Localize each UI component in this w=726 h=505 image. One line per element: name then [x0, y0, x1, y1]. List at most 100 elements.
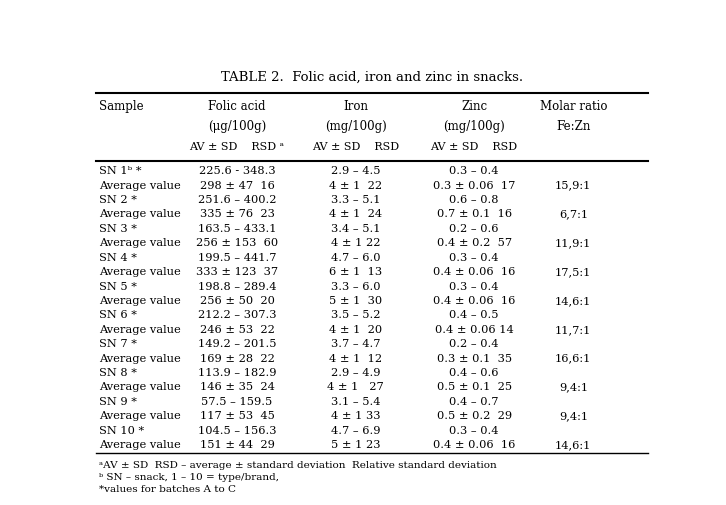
Text: 169 ± 28  22: 169 ± 28 22 [200, 353, 274, 363]
Text: (μg/100g): (μg/100g) [208, 120, 266, 133]
Text: 3.3 – 6.0: 3.3 – 6.0 [331, 281, 380, 291]
Text: 104.5 – 156.3: 104.5 – 156.3 [197, 425, 276, 435]
Text: 298 ± 47  16: 298 ± 47 16 [200, 180, 274, 190]
Text: Average value: Average value [99, 353, 181, 363]
Text: Average value: Average value [99, 411, 181, 421]
Text: Average value: Average value [99, 439, 181, 449]
Text: 4 ± 1 22: 4 ± 1 22 [331, 238, 380, 248]
Text: 6 ± 1  13: 6 ± 1 13 [329, 267, 382, 277]
Text: Average value: Average value [99, 238, 181, 248]
Text: 14,6:1: 14,6:1 [555, 439, 592, 449]
Text: SN 8 *: SN 8 * [99, 367, 137, 377]
Text: SN 6 *: SN 6 * [99, 310, 137, 320]
Text: TABLE 2.  Folic acid, iron and zinc in snacks.: TABLE 2. Folic acid, iron and zinc in sn… [221, 70, 523, 83]
Text: 146 ± 35  24: 146 ± 35 24 [200, 382, 274, 392]
Text: Iron: Iron [343, 100, 368, 113]
Text: 149.2 – 201.5: 149.2 – 201.5 [197, 338, 276, 348]
Text: Average value: Average value [99, 209, 181, 219]
Text: 335 ± 76  23: 335 ± 76 23 [200, 209, 274, 219]
Text: 0.2 – 0.6: 0.2 – 0.6 [449, 223, 499, 233]
Text: Average value: Average value [99, 324, 181, 334]
Text: 11,9:1: 11,9:1 [555, 238, 592, 248]
Text: 0.4 ± 0.06  16: 0.4 ± 0.06 16 [433, 267, 515, 277]
Text: 113.9 – 182.9: 113.9 – 182.9 [197, 367, 276, 377]
Text: 0.4 – 0.7: 0.4 – 0.7 [449, 396, 499, 406]
Text: 17,5:1: 17,5:1 [555, 267, 592, 277]
Text: 5 ± 1 23: 5 ± 1 23 [331, 439, 380, 449]
Text: ᵇ SN – snack, 1 – 10 = type/brand,: ᵇ SN – snack, 1 – 10 = type/brand, [99, 472, 280, 481]
Text: *values for batches A to C: *values for batches A to C [99, 484, 236, 493]
Text: 0.3 ± 0.06  17: 0.3 ± 0.06 17 [433, 180, 515, 190]
Text: 4 ± 1  22: 4 ± 1 22 [329, 180, 382, 190]
Text: 0.3 – 0.4: 0.3 – 0.4 [449, 252, 499, 262]
Text: (mg/100g): (mg/100g) [443, 120, 505, 133]
Text: AV ± SD    RSD ᵃ: AV ± SD RSD ᵃ [189, 142, 285, 152]
Text: 0.4 ± 0.06 14: 0.4 ± 0.06 14 [435, 324, 513, 334]
Text: 6,7:1: 6,7:1 [559, 209, 588, 219]
Text: (mg/100g): (mg/100g) [325, 120, 386, 133]
Text: 4 ± 1  20: 4 ± 1 20 [329, 324, 382, 334]
Text: 256 ± 50  20: 256 ± 50 20 [200, 295, 274, 306]
Text: 212.2 – 307.3: 212.2 – 307.3 [197, 310, 276, 320]
Text: 0.4 ± 0.06  16: 0.4 ± 0.06 16 [433, 439, 515, 449]
Text: Average value: Average value [99, 267, 181, 277]
Text: 0.7 ± 0.1  16: 0.7 ± 0.1 16 [436, 209, 512, 219]
Text: SN 2 *: SN 2 * [99, 194, 137, 205]
Text: 4 ± 1   27: 4 ± 1 27 [327, 382, 384, 392]
Text: 0.3 – 0.4: 0.3 – 0.4 [449, 166, 499, 176]
Text: 117 ± 53  45: 117 ± 53 45 [200, 411, 274, 421]
Text: 3.4 – 5.1: 3.4 – 5.1 [331, 223, 380, 233]
Text: SN 4 *: SN 4 * [99, 252, 137, 262]
Text: 2.9 – 4.9: 2.9 – 4.9 [331, 367, 380, 377]
Text: SN 9 *: SN 9 * [99, 396, 137, 406]
Text: 9,4:1: 9,4:1 [559, 411, 588, 421]
Text: 0.2 – 0.4: 0.2 – 0.4 [449, 338, 499, 348]
Text: SN 7 *: SN 7 * [99, 338, 137, 348]
Text: 4.7 – 6.0: 4.7 – 6.0 [331, 252, 380, 262]
Text: AV ± SD    RSD: AV ± SD RSD [431, 142, 518, 152]
Text: 251.6 – 400.2: 251.6 – 400.2 [197, 194, 276, 205]
Text: 199.5 – 441.7: 199.5 – 441.7 [197, 252, 276, 262]
Text: 4 ± 1  12: 4 ± 1 12 [329, 353, 382, 363]
Text: 0.3 – 0.4: 0.3 – 0.4 [449, 281, 499, 291]
Text: 246 ± 53  22: 246 ± 53 22 [200, 324, 274, 334]
Text: 333 ± 123  37: 333 ± 123 37 [196, 267, 278, 277]
Text: 5 ± 1  30: 5 ± 1 30 [329, 295, 382, 306]
Text: 163.5 – 433.1: 163.5 – 433.1 [197, 223, 276, 233]
Text: Molar ratio: Molar ratio [539, 100, 607, 113]
Text: 0.4 ± 0.2  57: 0.4 ± 0.2 57 [436, 238, 512, 248]
Text: SN 5 *: SN 5 * [99, 281, 137, 291]
Text: ᵃAV ± SD  RSD – average ± standard deviation  Relative standard deviation: ᵃAV ± SD RSD – average ± standard deviat… [99, 461, 497, 469]
Text: 225.6 - 348.3: 225.6 - 348.3 [199, 166, 275, 176]
Text: 3.5 – 5.2: 3.5 – 5.2 [331, 310, 380, 320]
Text: 0.3 ± 0.1  35: 0.3 ± 0.1 35 [436, 353, 512, 363]
Text: Fe:Zn: Fe:Zn [556, 120, 590, 133]
Text: 15,9:1: 15,9:1 [555, 180, 592, 190]
Text: 2.9 – 4.5: 2.9 – 4.5 [331, 166, 380, 176]
Text: 4 ± 1 33: 4 ± 1 33 [331, 411, 380, 421]
Text: 198.8 – 289.4: 198.8 – 289.4 [197, 281, 276, 291]
Text: 4 ± 1  24: 4 ± 1 24 [329, 209, 382, 219]
Text: 57.5 – 159.5: 57.5 – 159.5 [201, 396, 272, 406]
Text: 3.7 – 4.7: 3.7 – 4.7 [331, 338, 380, 348]
Text: Folic acid: Folic acid [208, 100, 266, 113]
Text: 0.5 ± 0.1  25: 0.5 ± 0.1 25 [436, 382, 512, 392]
Text: Average value: Average value [99, 382, 181, 392]
Text: 256 ± 153  60: 256 ± 153 60 [196, 238, 278, 248]
Text: 11,7:1: 11,7:1 [555, 324, 592, 334]
Text: SN 3 *: SN 3 * [99, 223, 137, 233]
Text: 0.4 ± 0.06  16: 0.4 ± 0.06 16 [433, 295, 515, 306]
Text: SN 10 *: SN 10 * [99, 425, 144, 435]
Text: 9,4:1: 9,4:1 [559, 382, 588, 392]
Text: 16,6:1: 16,6:1 [555, 353, 592, 363]
Text: 14,6:1: 14,6:1 [555, 295, 592, 306]
Text: Average value: Average value [99, 295, 181, 306]
Text: 0.4 – 0.5: 0.4 – 0.5 [449, 310, 499, 320]
Text: Zinc: Zinc [461, 100, 487, 113]
Text: 0.4 – 0.6: 0.4 – 0.6 [449, 367, 499, 377]
Text: Average value: Average value [99, 180, 181, 190]
Text: 4.7 – 6.9: 4.7 – 6.9 [331, 425, 380, 435]
Text: Sample: Sample [99, 100, 144, 113]
Text: AV ± SD    RSD: AV ± SD RSD [312, 142, 399, 152]
Text: SN 1ᵇ *: SN 1ᵇ * [99, 166, 142, 176]
